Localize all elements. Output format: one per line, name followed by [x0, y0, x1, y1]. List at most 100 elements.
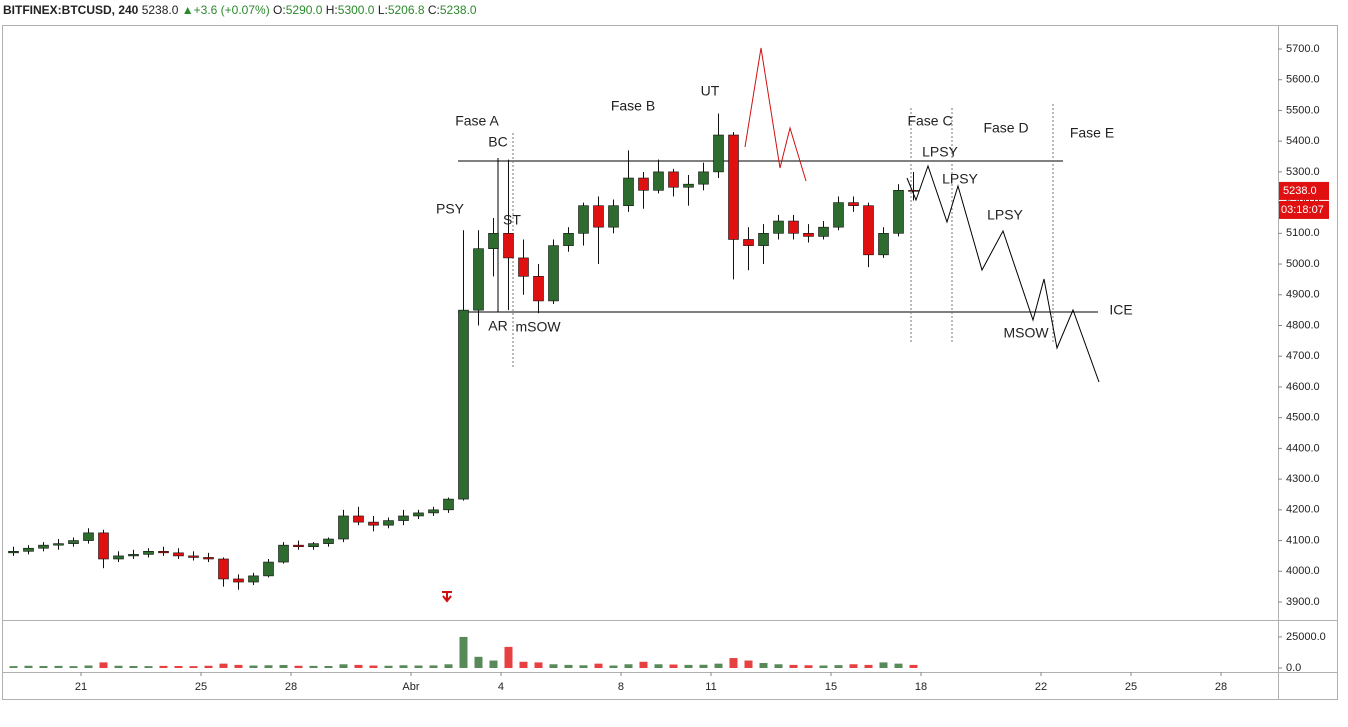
candle-body [743, 239, 754, 246]
countdown-label: 03:18:07 [1281, 204, 1324, 216]
volume-bar [879, 662, 888, 668]
annotation: AR [488, 318, 507, 334]
annotation: Fase A [455, 113, 499, 129]
volume-bar [819, 665, 828, 668]
candle-body [878, 233, 889, 256]
candle-body [158, 551, 169, 554]
candle-body [53, 543, 64, 546]
volume-bar [669, 664, 678, 668]
volume-bar [654, 664, 663, 668]
annotation: Fase E [1070, 125, 1114, 141]
symbol: BITFINEX:BTCUSD, 240 [3, 3, 139, 17]
candle-body [428, 509, 439, 514]
candle-body [23, 547, 34, 552]
candle-body [83, 532, 94, 541]
volume-bar [834, 665, 843, 668]
candle-body [548, 245, 559, 302]
candle-body [563, 233, 574, 246]
candle-body [188, 555, 199, 558]
volume-bar [549, 664, 558, 668]
volume-bar [234, 664, 243, 668]
volume-bar [279, 665, 288, 668]
annotation: BC [488, 134, 507, 150]
candle-body [98, 532, 109, 560]
candle-body [113, 555, 124, 560]
candle-body [593, 205, 604, 228]
volume-bar [699, 664, 708, 668]
volume-bar [474, 656, 483, 668]
volume-tick-label: 0.0 [1286, 662, 1301, 674]
volume-bar [804, 665, 813, 668]
candle-body [128, 554, 139, 557]
red-projection [744, 47, 807, 182]
volume-bar [564, 664, 573, 668]
volume-bar [444, 664, 453, 668]
y-tick-label: 5400.0 [1286, 135, 1320, 147]
y-tick-label: 4500.0 [1286, 412, 1320, 424]
candle-body [278, 544, 289, 563]
candle-body [293, 544, 304, 547]
x-tick-label: 28 [1215, 681, 1227, 693]
x-tick-label: 11 [705, 681, 716, 693]
x-tick-label: 18 [915, 681, 927, 693]
volume-bar [864, 664, 873, 668]
volume-bar [189, 666, 198, 668]
ohlc-value: 5290.0 [285, 3, 323, 17]
volume-bar [489, 660, 498, 668]
volume-bar [99, 662, 108, 668]
candle-body [488, 233, 499, 249]
chart-border [2, 25, 1338, 700]
volume-bar [369, 665, 378, 668]
y-tick-label: 4700.0 [1286, 350, 1320, 362]
volume-bar [249, 665, 258, 668]
candle-body [143, 551, 154, 555]
candle-body [773, 220, 784, 234]
candle-body [698, 171, 709, 185]
candle-body [758, 233, 769, 246]
volume-bar [624, 664, 633, 668]
volume-bar [594, 663, 603, 668]
frame [2, 25, 1338, 700]
volume-bar [759, 663, 768, 668]
black-projection [906, 164, 1100, 383]
x-tick-label: 22 [1035, 681, 1047, 693]
y-tick-label: 5300.0 [1286, 166, 1320, 178]
volume-bar [144, 666, 153, 668]
last-price-box [1279, 181, 1329, 200]
candle-body [398, 515, 409, 521]
candle-body [368, 521, 379, 526]
candle-body [218, 558, 229, 580]
candle-body [833, 202, 844, 228]
ohlc-label: O: [273, 3, 286, 17]
volume-bar [744, 660, 753, 668]
y-tick-label: 5600.0 [1286, 74, 1320, 86]
volume-bar [729, 658, 738, 668]
volume-bar [39, 666, 48, 668]
y-tick-label: 5000.0 [1286, 258, 1320, 270]
annotation: LPSY [922, 144, 958, 160]
y-tick-label: 4900.0 [1286, 289, 1320, 301]
candle-body [653, 171, 664, 191]
candle-body [383, 520, 394, 526]
volume-bar [69, 666, 78, 668]
volume-bar [414, 665, 423, 668]
y-tick-label: 5500.0 [1286, 104, 1320, 116]
candle-body [863, 205, 874, 256]
annotation: LPSY [987, 207, 1023, 223]
candle-body [638, 177, 649, 191]
candle-body [503, 233, 514, 259]
countdown-box [1279, 200, 1329, 219]
ohlc-value: 5238.0 [439, 3, 477, 17]
candle-body [68, 540, 79, 544]
candle-body [248, 575, 259, 583]
y-tick-label: 4800.0 [1286, 319, 1320, 331]
volume-bar [774, 664, 783, 668]
volume-bar [114, 665, 123, 668]
volume-bar [399, 665, 408, 668]
ohlc-label: L: [377, 3, 388, 17]
candle-body [203, 557, 214, 560]
candle-body [263, 561, 274, 577]
y-tick-label: 4600.0 [1286, 381, 1320, 393]
